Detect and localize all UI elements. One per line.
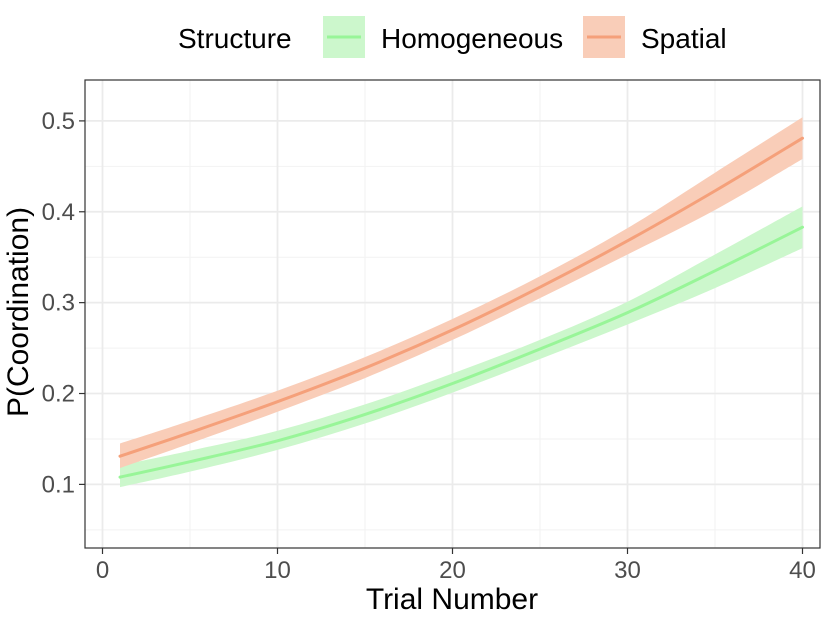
series-lines bbox=[118, 136, 804, 479]
y-tick-label: 0.3 bbox=[42, 290, 75, 317]
x-tick-label: 20 bbox=[439, 557, 466, 584]
ci-band-homogeneous bbox=[120, 206, 803, 488]
y-tick-label: 0.1 bbox=[42, 471, 75, 498]
axis-ticks: 0 10 20 30 40 0.1 0.2 0.3 0.4 0.5 bbox=[42, 108, 816, 584]
x-tick-label: 10 bbox=[264, 557, 291, 584]
y-tick-label: 0.4 bbox=[42, 199, 75, 226]
x-tick-label: 30 bbox=[614, 557, 641, 584]
x-tick-label: 0 bbox=[96, 557, 109, 584]
grid-lines bbox=[85, 80, 820, 548]
series-line-spatial bbox=[118, 136, 804, 458]
series-line-homogeneous bbox=[118, 225, 804, 479]
legend-label-homogeneous: Homogeneous bbox=[381, 23, 563, 54]
x-axis-title: Trial Number bbox=[366, 583, 538, 616]
legend-title: Structure bbox=[178, 23, 292, 54]
y-tick-label: 0.2 bbox=[42, 381, 75, 408]
y-axis-title: P(Coordination) bbox=[2, 207, 35, 417]
x-tick-label: 40 bbox=[789, 557, 816, 584]
legend-label-spatial: Spatial bbox=[641, 23, 727, 54]
y-tick-label: 0.5 bbox=[42, 108, 75, 135]
legend: Structure Homogeneous Spatial bbox=[178, 16, 727, 58]
